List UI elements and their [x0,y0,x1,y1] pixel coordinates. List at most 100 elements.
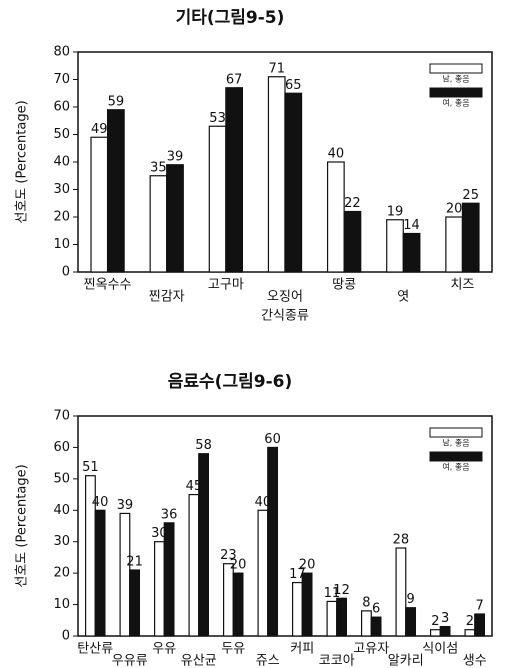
y-tick-label: 70 [53,72,70,87]
value-label: 39 [167,149,184,164]
x-axis-label: 간식종류 [261,309,309,324]
x-tick-label: 우유 [152,642,176,657]
x-tick-label: 생수 [463,654,487,668]
x-tick-label: 두유 [221,642,245,657]
value-label: 9 [406,592,414,607]
y-tick-label: 30 [53,182,70,197]
y-tick-label: 20 [53,210,70,225]
value-label: 40 [92,495,109,510]
y-tick-label: 10 [53,237,70,252]
x-tick-label: 찐감자 [149,290,185,305]
y-tick-label: 40 [53,503,70,518]
y-tick-label: 80 [53,45,70,60]
y-tick-label: 60 [53,440,70,455]
bar [208,125,227,273]
x-tick-label: 식이섬 [422,642,458,657]
value-label: 25 [462,188,479,203]
chart-title: 음료수(그림9-6) [168,372,292,392]
bar [360,610,372,637]
bar [119,512,131,637]
bar [106,109,125,273]
x-tick-label: 치즈 [450,278,474,293]
value-label: 65 [285,78,302,93]
x-tick-label: 유산균 [181,654,217,668]
value-label: 21 [126,555,143,570]
bar [129,569,141,637]
bar [153,541,165,637]
y-tick-label: 10 [53,597,70,612]
value-label: 40 [328,147,345,162]
legend-swatch [429,87,483,98]
bar [163,522,175,637]
value-label: 51 [82,460,99,475]
bar [257,509,269,637]
bar [343,210,362,273]
x-tick-label: 땅콩 [332,278,356,293]
x-tick-label: 고구마 [208,278,244,293]
value-label: 2 [431,614,439,629]
x-tick-label: 오징어 [267,290,303,305]
plot-frame [77,415,493,637]
bar [198,453,210,637]
bar [301,572,313,637]
value-label: 35 [150,160,167,175]
value-label: 7 [475,599,483,614]
y-tick-label: 50 [53,127,70,142]
bar [461,202,480,273]
value-label: 30 [151,526,168,541]
legend-label: 남, 좋음 [442,75,469,84]
bar [386,219,404,273]
bar [429,629,441,637]
y-tick-label: 0 [62,629,70,644]
value-label: 60 [264,432,281,447]
y-tick-label: 70 [53,409,70,424]
value-label: 53 [209,111,226,126]
bar [166,164,184,273]
legend-label: 여, 좋음 [442,462,469,472]
value-label: 11 [324,586,341,601]
bar [474,613,486,637]
value-label: 2 [466,614,474,629]
bar [149,175,168,273]
value-label: 58 [195,438,212,453]
value-label: 14 [403,218,420,233]
value-label: 8 [362,595,370,610]
value-label: 36 [161,507,178,522]
value-label: 12 [333,583,350,598]
value-label: 49 [91,122,108,137]
y-tick-label: 60 [53,100,70,115]
y-axis-label: 선호도 (Percentage) [15,464,30,587]
bar [267,76,286,273]
value-label: 3 [441,611,449,626]
value-label: 23 [220,548,237,563]
value-label: 20 [230,558,247,573]
value-label: 45 [186,479,203,494]
value-label: 40 [255,495,272,510]
x-tick-label: 엿 [397,290,409,305]
bar [222,563,234,637]
bar [94,509,106,637]
value-label: 71 [268,61,285,76]
x-tick-label: 탄산류 [77,642,113,657]
legend-label: 남, 좋음 [442,439,469,448]
legend-label: 여, 좋음 [442,98,469,108]
y-tick-label: 20 [53,566,70,581]
x-tick-label: 커피 [290,642,314,657]
value-label: 19 [387,204,404,219]
bar [188,493,200,637]
value-label: 28 [393,533,410,548]
bar [284,92,303,273]
y-tick-label: 0 [62,265,70,280]
bar [225,87,244,273]
value-label: 22 [344,196,361,211]
value-label: 20 [446,202,463,217]
bar [326,600,338,637]
value-label: 67 [226,72,243,87]
value-label: 20 [299,558,316,573]
bar [464,629,476,637]
bar [326,161,345,273]
y-axis-label: 선호도 (Percentage) [15,100,30,223]
bar [370,616,382,637]
chart-title: 기타(그림9-5) [176,8,285,28]
